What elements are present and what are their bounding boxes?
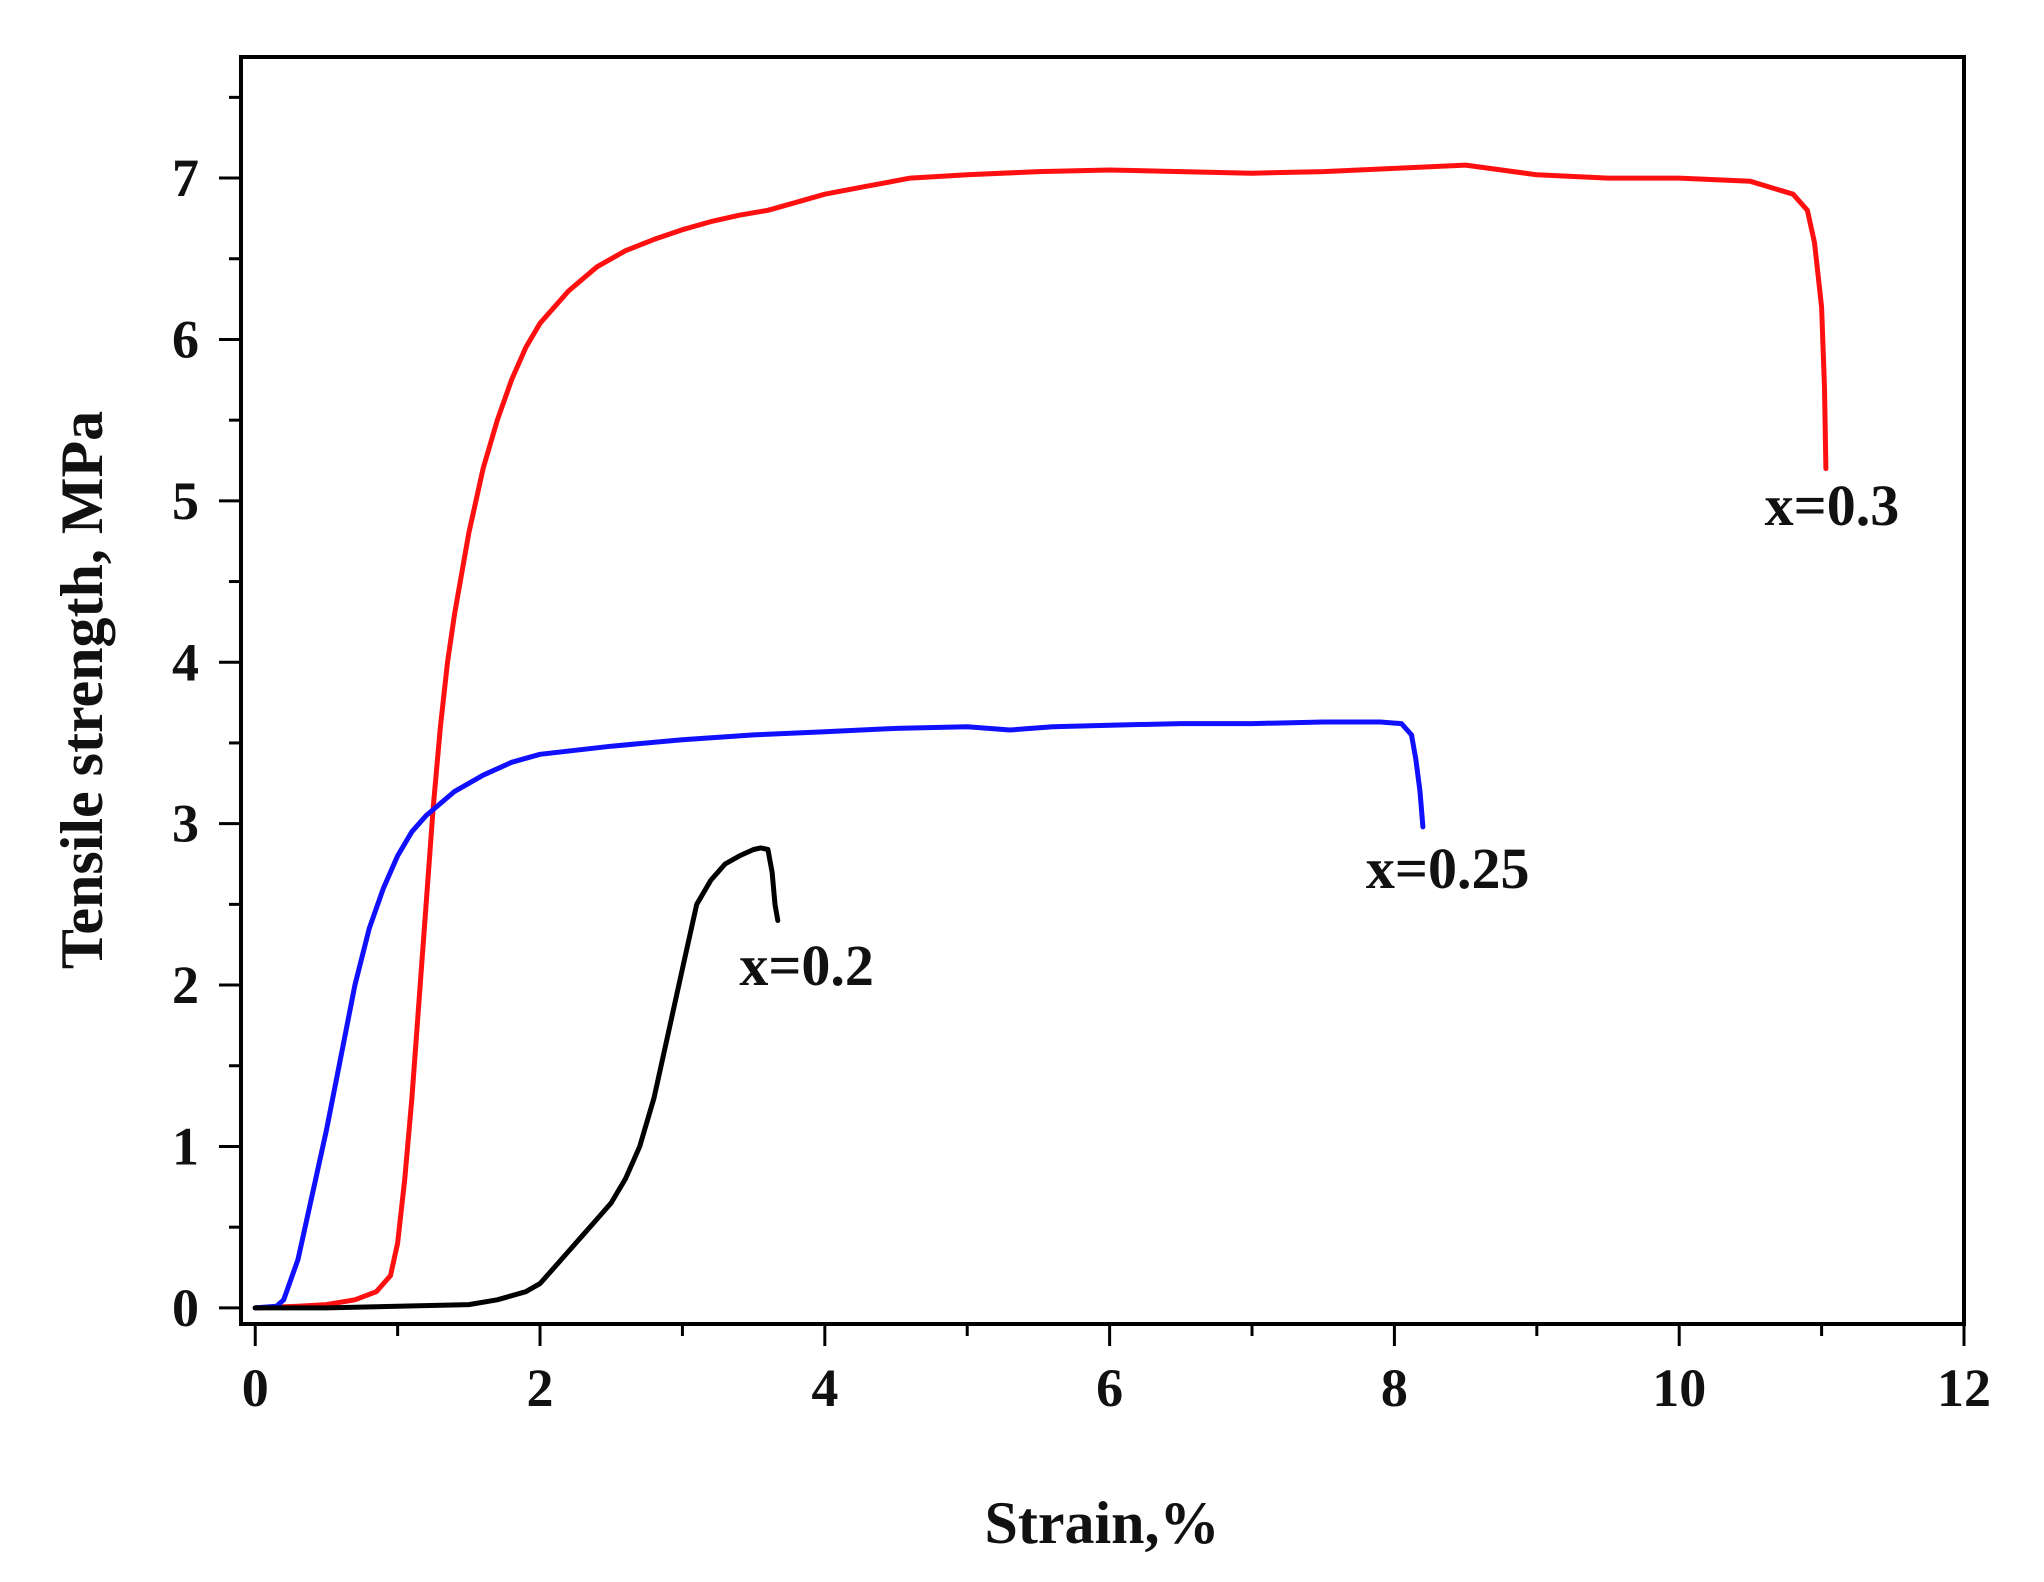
y-tick-label: 2 bbox=[172, 955, 199, 1015]
y-tick-label: 3 bbox=[172, 794, 199, 854]
x-tick-label: 12 bbox=[1937, 1358, 1991, 1418]
series-label: x=0.25 bbox=[1366, 836, 1530, 901]
axis-ticks bbox=[219, 95, 1966, 1346]
y-axis-title: Tensile strength, MPa bbox=[49, 411, 115, 969]
y-tick-label: 1 bbox=[172, 1116, 199, 1176]
x-tick-label: 2 bbox=[527, 1358, 554, 1418]
x-tick-label: 4 bbox=[811, 1358, 838, 1418]
y-tick-label: 7 bbox=[172, 148, 199, 208]
series-line-x=0.25 bbox=[252, 719, 1426, 1311]
plot-frame bbox=[239, 55, 1966, 1326]
series-line-x=0.3 bbox=[252, 162, 1829, 1311]
series-label: x=0.2 bbox=[739, 933, 874, 998]
series-curves bbox=[252, 162, 1829, 1311]
y-tick-label: 5 bbox=[172, 471, 199, 531]
series-line-x=0.2 bbox=[252, 845, 781, 1311]
x-axis-title: Strain,% bbox=[984, 1490, 1219, 1556]
series-labels: x=0.3 x=0.25 x=0.2 bbox=[739, 473, 1899, 998]
y-tick-label: 4 bbox=[172, 632, 199, 692]
y-tick-label: 6 bbox=[172, 309, 199, 369]
x-tick-label: 8 bbox=[1381, 1358, 1408, 1418]
x-tick-label: 6 bbox=[1096, 1358, 1123, 1418]
x-tick-label: 10 bbox=[1652, 1358, 1706, 1418]
series-label: x=0.3 bbox=[1765, 473, 1900, 538]
x-tick-label: 0 bbox=[242, 1358, 269, 1418]
y-tick-label: 0 bbox=[172, 1278, 199, 1338]
